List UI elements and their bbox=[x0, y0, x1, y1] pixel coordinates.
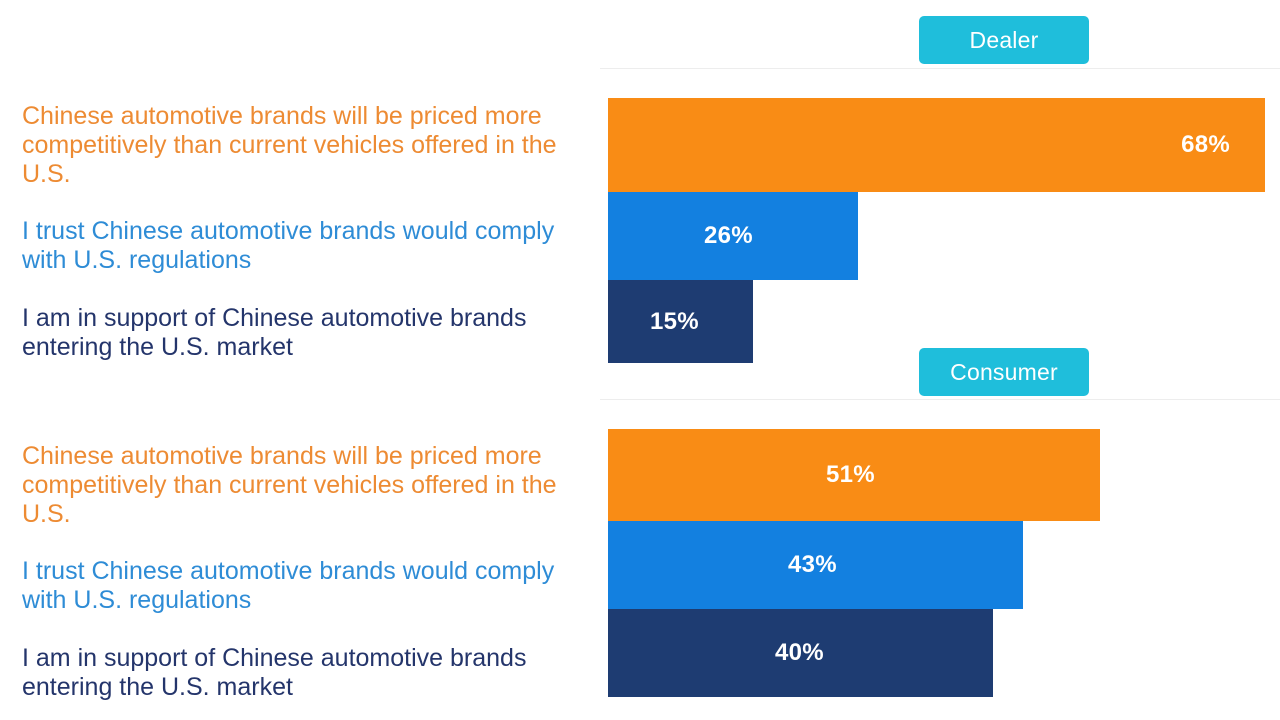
bar-value-support-dealer: 15% bbox=[650, 307, 699, 335]
chart-group-dealer: Dealer Chinese automotive brands will be… bbox=[22, 16, 1280, 363]
category-label-support-consumer: I am in support of Chinese automotive br… bbox=[22, 644, 527, 701]
bar-value-trust-dealer: 26% bbox=[704, 222, 753, 249]
bar-trust-consumer: 43% bbox=[608, 521, 1023, 609]
bar-row-price-dealer: 68% bbox=[608, 98, 1265, 192]
segment-pill-dealer: Dealer bbox=[919, 16, 1089, 64]
bar-support-consumer: 40% bbox=[608, 609, 993, 697]
category-label-trust-consumer: I trust Chinese automotive brands would … bbox=[22, 557, 555, 614]
bar-trust-dealer: 26% bbox=[608, 192, 858, 280]
bar-value-price-consumer: 51% bbox=[826, 461, 875, 488]
axis-gridline-consumer bbox=[600, 399, 1280, 400]
bar-value-price-dealer: 68% bbox=[1181, 131, 1230, 158]
category-label-price-consumer: Chinese automotive brands will be priced… bbox=[22, 442, 557, 528]
bar-row-price-consumer: 51% bbox=[608, 429, 1100, 521]
bar-value-trust-consumer: 43% bbox=[788, 551, 837, 578]
chart-group-consumer: Consumer Chinese automotive brands will … bbox=[0, 322, 1280, 720]
bar-price-consumer: 51% bbox=[608, 429, 1100, 521]
bar-support-dealer: 15% bbox=[608, 280, 753, 363]
axis-gridline-dealer bbox=[600, 68, 1280, 69]
category-label-trust-dealer: I trust Chinese automotive brands would … bbox=[22, 217, 555, 274]
bar-value-support-consumer: 40% bbox=[775, 639, 824, 666]
bar-row-support-dealer: 15% bbox=[608, 280, 753, 363]
category-label-support-dealer: I am in support of Chinese automotive br… bbox=[22, 304, 527, 361]
category-label-price-dealer: Chinese automotive brands will be priced… bbox=[22, 102, 557, 188]
bar-price-dealer: 68% bbox=[608, 98, 1265, 192]
bar-row-support-consumer: 40% bbox=[608, 609, 993, 697]
bar-row-trust-consumer: 43% bbox=[608, 521, 1023, 609]
segment-pill-consumer: Consumer bbox=[919, 348, 1089, 396]
bar-row-trust-dealer: 26% bbox=[608, 192, 858, 280]
